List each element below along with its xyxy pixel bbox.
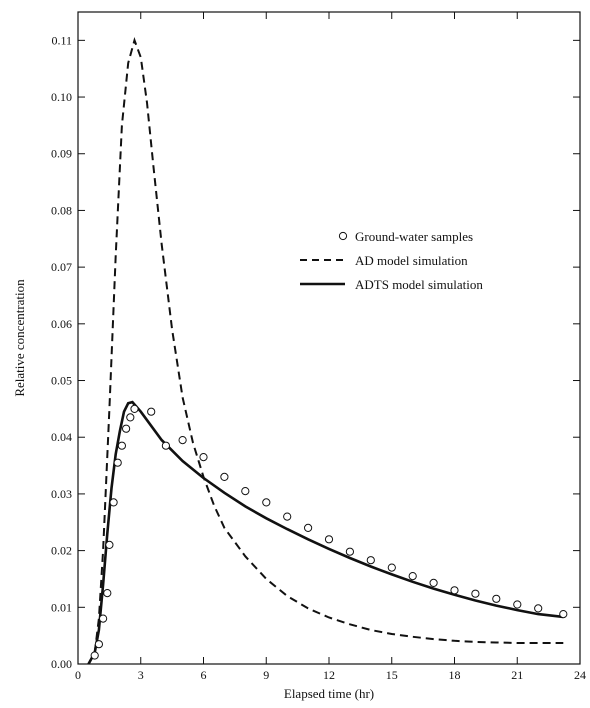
ground-water-sample-point [147, 407, 156, 416]
ground-water-sample-point [90, 651, 99, 660]
x-axis-title: Elapsed time (hr) [284, 686, 374, 701]
y-tick-label: 0.05 [51, 374, 72, 388]
ground-water-sample-point [130, 404, 139, 413]
ground-water-sample-point [450, 586, 459, 595]
ground-water-sample-point [94, 640, 104, 649]
x-tick-label: 18 [449, 668, 461, 682]
ground-water-sample-point [105, 540, 114, 550]
legend-label-ground-water: Ground-water samples [355, 229, 473, 244]
ground-water-sample-point [113, 458, 122, 467]
legend-marker-ground-water [338, 231, 348, 241]
ground-water-sample-point [241, 487, 250, 496]
ground-water-sample-point [109, 498, 118, 507]
ground-water-sample-point [492, 594, 501, 603]
ground-water-sample-point [387, 563, 396, 572]
y-tick-label: 0.06 [51, 317, 72, 331]
ground-water-sample-point [99, 614, 108, 623]
ground-water-sample-point [103, 589, 112, 598]
legend: Ground-water samples AD model simulation… [300, 229, 483, 292]
series-layer [87, 37, 568, 665]
x-axis-ticks: 0 3 6 9 12 15 18 21 24 [75, 12, 586, 682]
series-line-adts-model [87, 400, 564, 665]
ground-water-sample-point [559, 610, 568, 619]
legend-label-adts-model: ADTS model simulation [355, 277, 483, 292]
ground-water-sample-point [122, 424, 131, 433]
ground-water-sample-point [126, 413, 135, 422]
ground-water-sample-point [117, 441, 127, 450]
y-axis-ticks: 0.00 0.01 0.02 0.03 0.04 0.05 0.06 0.07 0.08 0.09… [51, 33, 580, 671]
y-axis-title: Relative concentration [12, 279, 27, 397]
ground-water-sample-point [220, 472, 229, 481]
legend-label-ad-model: AD model simulation [355, 253, 468, 268]
ground-water-sample-point [513, 600, 522, 609]
y-tick-label: 0.07 [51, 260, 72, 274]
y-tick-label: 0.01 [51, 600, 72, 614]
ground-water-sample-point [262, 498, 271, 507]
plot-frame [77, 11, 581, 665]
ground-water-sample-point [429, 578, 438, 588]
ground-water-sample-point [471, 589, 480, 598]
x-tick-label: 12 [323, 668, 335, 682]
ground-water-sample-point [283, 512, 292, 521]
y-tick-label: 0.08 [51, 203, 72, 217]
ground-water-sample-point [304, 523, 313, 533]
y-tick-label: 0.09 [51, 147, 72, 161]
x-tick-label: 3 [138, 668, 144, 682]
ground-water-sample-point [178, 436, 187, 445]
y-tick-label: 0.10 [51, 90, 72, 104]
ground-water-sample-point [534, 604, 543, 613]
y-tick-label: 0.04 [51, 430, 72, 444]
x-tick-label: 6 [201, 668, 207, 682]
x-tick-label: 9 [263, 668, 269, 682]
y-tick-label: 0.03 [51, 487, 72, 501]
x-tick-label: 24 [574, 668, 586, 682]
x-tick-label: 0 [75, 668, 81, 682]
y-tick-label: 0.11 [51, 33, 72, 47]
ground-water-sample-point [161, 441, 170, 450]
ground-water-sample-point [366, 556, 375, 565]
ground-water-sample-point [324, 535, 334, 544]
series-line-ad-model [87, 37, 564, 665]
x-tick-label: 21 [511, 668, 523, 682]
x-tick-label: 15 [386, 668, 398, 682]
ground-water-sample-point [345, 547, 354, 556]
ground-water-sample-point [199, 453, 208, 462]
y-tick-label: 0.00 [51, 657, 72, 671]
y-tick-label: 0.02 [51, 544, 72, 558]
ground-water-sample-point [408, 572, 417, 581]
